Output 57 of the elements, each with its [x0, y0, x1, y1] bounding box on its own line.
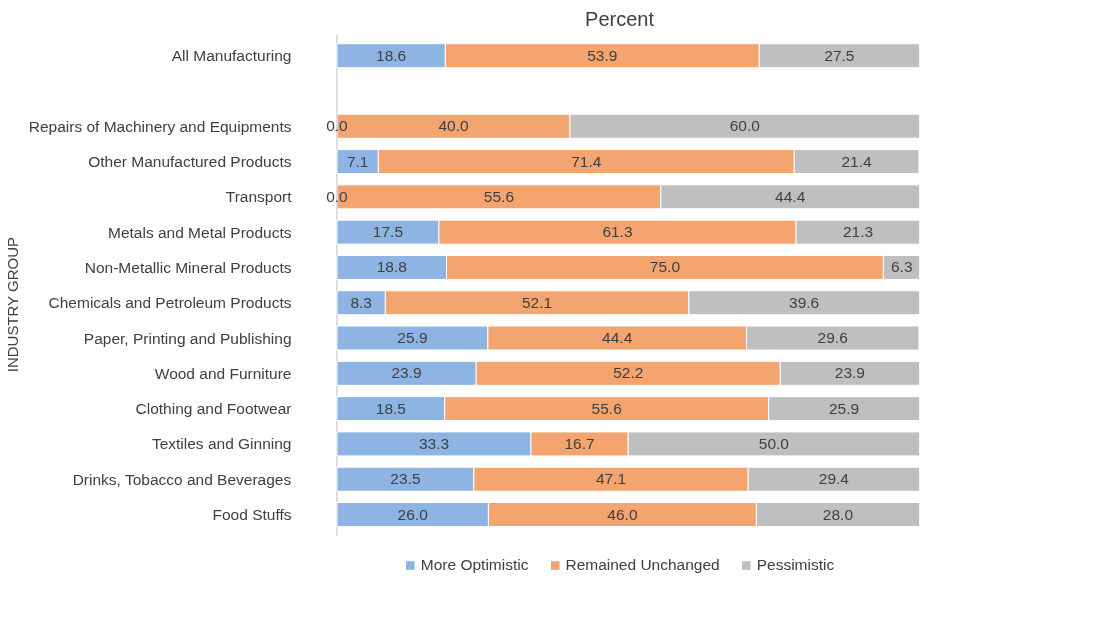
data-label: 71.4 [571, 152, 602, 170]
y-tick-label: Textiles and Ginning [151, 435, 292, 453]
data-label: 23.5 [390, 470, 421, 488]
data-label: 18.5 [375, 399, 406, 417]
y-tick-label: Clothing and Footwear [135, 400, 292, 418]
data-label: 8.3 [350, 293, 372, 311]
data-label: 7.1 [346, 152, 369, 170]
data-label: 40.0 [438, 117, 469, 135]
y-tick-label: Food Stuffs [212, 506, 292, 523]
y-tick-label: Chemicals and Petroleum Products [48, 294, 292, 312]
data-label: 0.0 [326, 117, 349, 135]
data-label: 33.3 [418, 434, 450, 452]
data-label: 6.3 [890, 258, 913, 276]
legend-label: More Optimistic [420, 556, 529, 574]
y-tick-label: Other Manufactured Products [88, 153, 292, 171]
data-label: 26.0 [397, 505, 429, 523]
y-tick-label: Transport [225, 188, 293, 206]
data-label: 18.8 [376, 258, 407, 276]
data-label: 50.0 [758, 434, 790, 452]
data-label: 52.1 [521, 293, 553, 311]
data-label: 44.4 [775, 187, 806, 205]
data-label: 39.6 [789, 293, 820, 311]
data-label: 16.7 [564, 434, 595, 452]
data-label: 25.9 [397, 329, 428, 347]
y-tick-label: Repairs of Machinery and Equipments [28, 117, 292, 135]
data-label: 46.0 [607, 505, 638, 523]
data-label: 47.1 [595, 470, 627, 488]
data-label: 55.6 [483, 187, 515, 205]
y-axis-title: INDUSTRY GROUP [3, 236, 21, 373]
data-label: 17.5 [372, 223, 404, 241]
y-tick-label: Drinks, Tobacco and Beverages [72, 470, 292, 488]
data-label: 27.5 [824, 46, 855, 64]
chart-title: Percent [585, 7, 655, 30]
data-label: 52.2 [613, 364, 644, 382]
data-label: 21.3 [842, 223, 874, 241]
y-tick-label: Paper, Printing and Publishing [83, 329, 292, 347]
y-tick-label: Non-Metallic Mineral Products [84, 258, 292, 276]
data-label: 23.9 [391, 364, 422, 382]
y-tick-label: All Manufacturing [171, 47, 292, 65]
data-label: 44.4 [602, 329, 633, 347]
data-label: 61.3 [602, 223, 633, 241]
legend-label: Remained Unchanged [565, 556, 720, 574]
data-label: 75.0 [649, 258, 681, 276]
data-label: 29.4 [818, 470, 850, 488]
data-label: 53.9 [587, 46, 618, 64]
data-label: 29.6 [817, 329, 848, 347]
y-tick-label: Wood and Furniture [154, 364, 292, 382]
data-label: 60.0 [729, 117, 761, 135]
legend-label: Pessimistic [756, 556, 835, 574]
data-label: 21.4 [841, 152, 873, 170]
data-label: 25.9 [828, 399, 860, 417]
data-label: 28.0 [822, 505, 854, 523]
data-label: 18.6 [376, 46, 407, 64]
data-label: 55.6 [591, 399, 622, 417]
data-label: 23.9 [834, 364, 865, 382]
y-tick-label: Metals and Metal Products [108, 223, 292, 241]
data-label: 0.0 [326, 187, 349, 205]
